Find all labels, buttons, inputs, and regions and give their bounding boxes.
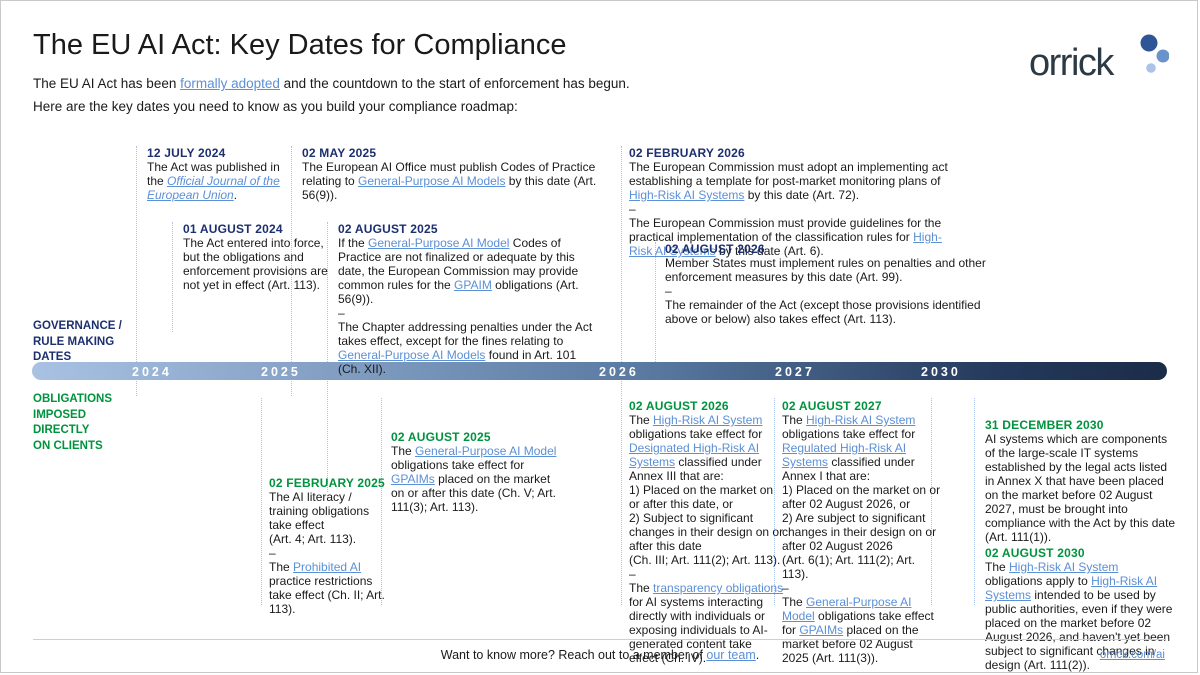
svg-text:orrick: orrick xyxy=(1029,42,1115,84)
